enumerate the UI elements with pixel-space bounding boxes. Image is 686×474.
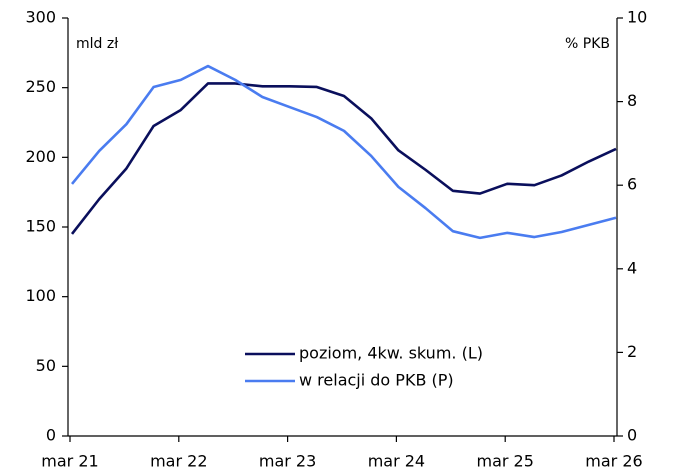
y-tick-label: 150 xyxy=(25,217,56,236)
y2-tick-label: 4 xyxy=(627,258,637,277)
x-tick-label: mar 21 xyxy=(41,452,98,471)
x-tick-label: mar 26 xyxy=(585,452,642,471)
y2-axis-label: % PKB xyxy=(565,36,610,52)
x-tick-label: mar 23 xyxy=(259,452,316,471)
series-line xyxy=(70,64,617,240)
y-tick-label: 300 xyxy=(25,8,56,27)
y-tick-label: 200 xyxy=(25,147,56,166)
y-axis-label: mld zł xyxy=(76,36,118,52)
y-tick-label: 100 xyxy=(25,286,56,305)
y2-tick-label: 10 xyxy=(627,8,647,27)
y-tick-label: 0 xyxy=(46,426,56,445)
legend-label: w relacji do PKB (P) xyxy=(299,371,454,390)
x-tick-label: mar 22 xyxy=(150,452,207,471)
y2-tick-label: 6 xyxy=(627,175,637,194)
y-tick-label: 250 xyxy=(25,77,56,96)
y2-tick-label: 8 xyxy=(627,91,637,110)
x-tick-label: mar 24 xyxy=(368,452,425,471)
y-tick-label: 50 xyxy=(36,356,56,375)
y2-tick-label: 2 xyxy=(627,342,637,361)
series-line xyxy=(70,82,617,235)
x-tick-label: mar 25 xyxy=(476,452,533,471)
legend-label: poziom, 4kw. skum. (L) xyxy=(299,344,483,363)
y2-tick-label: 0 xyxy=(627,426,637,445)
